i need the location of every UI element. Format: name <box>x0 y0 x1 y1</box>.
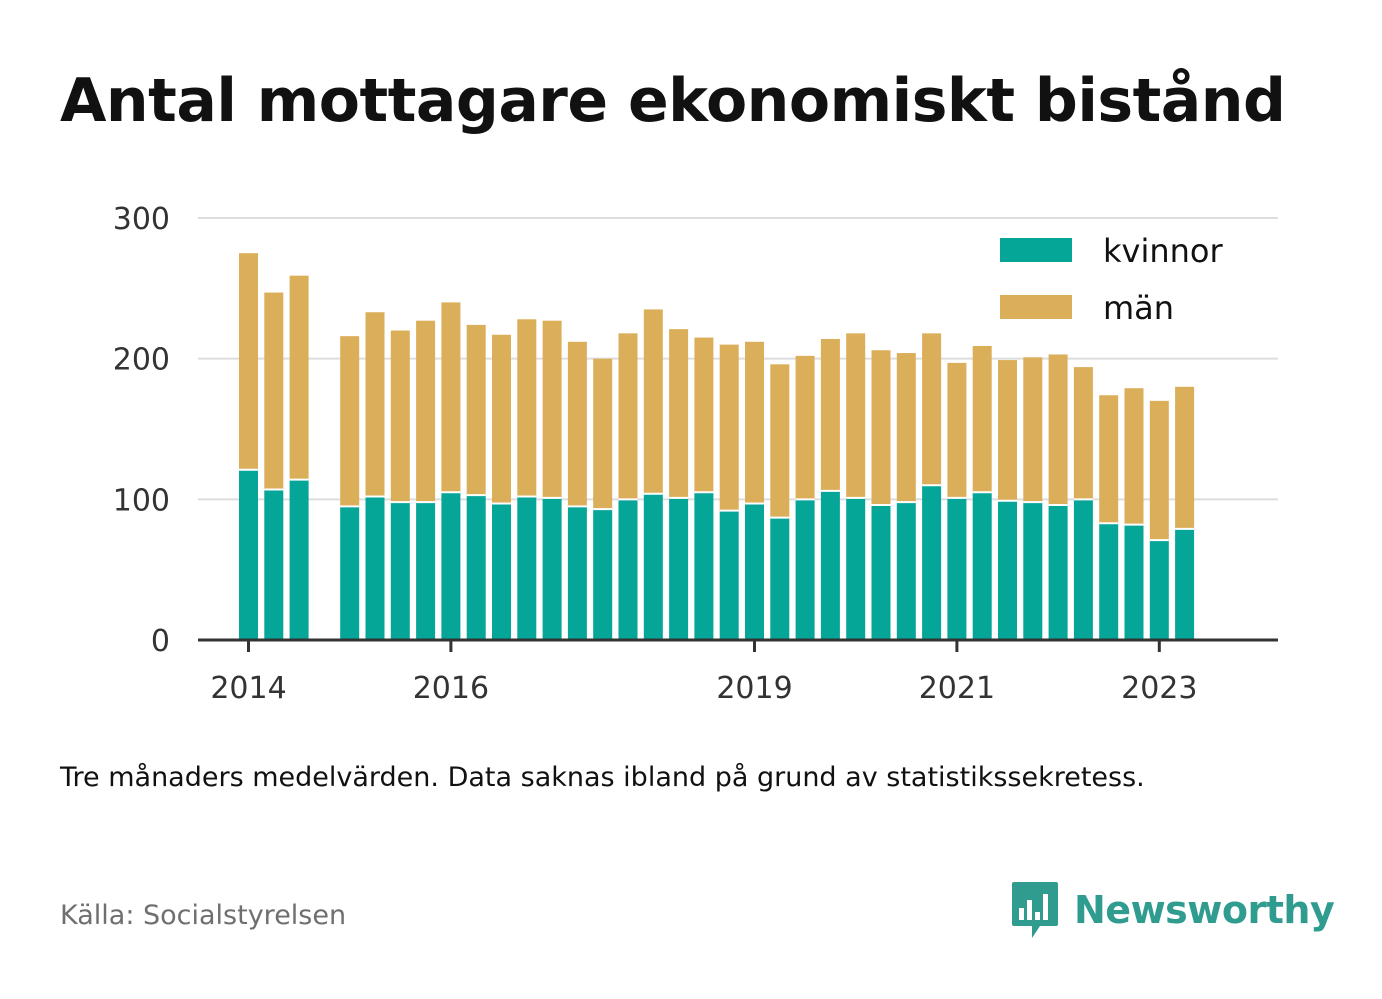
bar-man <box>1175 386 1195 529</box>
bar-kvinnor <box>745 503 764 640</box>
bar-kvinnor <box>1073 499 1093 640</box>
x-tick-label: 2019 <box>716 671 792 706</box>
bar-man <box>365 312 385 497</box>
bar-man <box>441 302 461 493</box>
bar-kvinnor <box>947 497 967 640</box>
bar-kvinnor <box>846 497 866 640</box>
bar-kvinnor <box>239 469 258 640</box>
bar-man <box>567 341 587 507</box>
bar-man <box>669 329 689 498</box>
bar-man <box>998 360 1017 501</box>
bar-kvinnor <box>416 502 436 640</box>
x-tick-label: 2016 <box>413 671 489 706</box>
bar-man <box>1149 400 1169 541</box>
bar-kvinnor <box>922 485 942 640</box>
x-tick-label: 2014 <box>210 671 286 706</box>
bar-man <box>593 358 613 510</box>
bar-man <box>416 320 436 503</box>
bar-man <box>1073 367 1093 500</box>
bar-kvinnor <box>542 497 562 640</box>
bar-kvinnor <box>1048 504 1068 640</box>
bar-kvinnor <box>871 504 891 640</box>
bar-kvinnor <box>669 497 689 640</box>
y-tick-label: 100 <box>113 483 170 518</box>
bar-man <box>820 338 840 491</box>
bars <box>239 253 1195 640</box>
bar-man <box>390 330 410 503</box>
legend-label: män <box>1103 289 1174 327</box>
bar-kvinnor <box>1149 540 1169 640</box>
y-tick-label: 0 <box>151 624 170 659</box>
bar-man <box>289 275 309 480</box>
chart-title: Antal mottagare ekonomiskt bistånd <box>60 66 1286 136</box>
bar-man <box>517 319 537 497</box>
bar-kvinnor <box>289 479 309 640</box>
chart-note: Tre månaders medelvärden. Data saknas ib… <box>60 762 1145 793</box>
x-tick-label: 2021 <box>919 671 995 706</box>
bar-kvinnor <box>340 506 360 640</box>
bar-man <box>1023 357 1043 503</box>
newsworthy-bar-chart-icon <box>1012 882 1058 938</box>
bar-man <box>239 253 258 470</box>
bar-kvinnor <box>466 495 486 640</box>
bar-kvinnor <box>643 493 663 640</box>
bar-man <box>745 341 764 504</box>
axes: 0 100 200 300 2014 2016 2019 2021 2023 <box>113 202 1278 706</box>
bar-man <box>466 324 486 496</box>
bar-man <box>719 344 739 511</box>
bar-kvinnor <box>567 506 587 640</box>
y-tick-label: 300 <box>113 202 170 237</box>
bar-kvinnor <box>694 492 714 640</box>
bar-kvinnor <box>998 500 1017 640</box>
brand-name: Newsworthy <box>1074 888 1335 932</box>
bar-man <box>922 333 942 486</box>
bar-man <box>694 337 714 493</box>
bar-man <box>947 362 967 498</box>
bar-man <box>1048 354 1068 505</box>
bar-kvinnor <box>770 517 790 640</box>
bar-kvinnor <box>618 499 638 640</box>
legend-label: kvinnor <box>1103 232 1224 270</box>
bar-kvinnor <box>365 496 385 640</box>
bar-kvinnor <box>1175 528 1195 640</box>
bar-man <box>542 320 562 498</box>
bar-kvinnor <box>593 509 613 640</box>
bar-kvinnor <box>441 492 461 640</box>
y-tick-label: 200 <box>113 343 170 378</box>
bar-man <box>643 309 663 494</box>
bar-man <box>340 336 360 507</box>
bar-kvinnor <box>1023 502 1043 640</box>
bar-man <box>618 333 638 500</box>
bar-man <box>770 364 790 518</box>
bar-man <box>972 346 992 493</box>
bar-man <box>846 333 866 498</box>
bar-kvinnor <box>795 499 815 640</box>
bar-man <box>896 353 916 503</box>
bar-kvinnor <box>517 496 537 640</box>
bar-kvinnor <box>896 502 916 640</box>
bar-kvinnor <box>1124 524 1144 640</box>
brand-logo: Newsworthy <box>1010 878 1335 942</box>
bar-kvinnor <box>719 510 739 640</box>
bar-man <box>492 334 511 504</box>
bar-kvinnor <box>390 502 410 640</box>
source-text: Källa: Socialstyrelsen <box>60 900 347 931</box>
legend: kvinnor män <box>985 220 1250 338</box>
bar-kvinnor <box>820 490 840 640</box>
bar-kvinnor <box>1099 523 1119 640</box>
bar-man <box>795 355 815 500</box>
legend-swatch-kvinnor <box>1000 238 1072 262</box>
bar-kvinnor <box>972 492 992 640</box>
bar-man <box>871 350 891 505</box>
bar-chart: 0 100 200 300 2014 2016 2019 2021 2023 kvinnor mä… <box>113 202 1278 706</box>
bar-man <box>1099 395 1119 524</box>
bar-man <box>264 292 284 490</box>
bar-kvinnor <box>492 503 511 640</box>
bar-man <box>1124 388 1144 525</box>
bar-kvinnor <box>264 489 284 640</box>
legend-swatch-man <box>1000 295 1072 319</box>
x-tick-label: 2023 <box>1121 671 1197 706</box>
